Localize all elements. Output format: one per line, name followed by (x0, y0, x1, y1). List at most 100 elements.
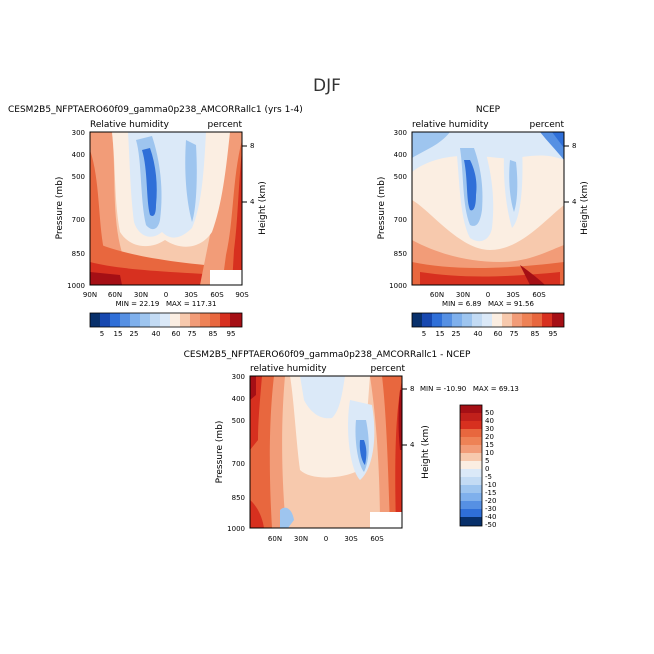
y-tick-500: 500 (72, 173, 85, 181)
y-tick-400: 400 (72, 151, 85, 159)
cbar1-label-25: 25 (130, 330, 139, 338)
page-title: DJF (313, 76, 341, 96)
ncep-y-tick-300: 300 (394, 129, 407, 137)
panel-ncep-colorbar: 5 15 25 40 60 75 85 95 (411, 312, 565, 338)
panel-ncep-ylabel: Pressure (mb) (377, 177, 387, 240)
panel-model-ylabel: Pressure (mb) (55, 177, 65, 240)
cbar1-label-95: 95 (227, 330, 236, 338)
x-tick-0: 0 (164, 291, 168, 299)
cbar3-label-m15: -15 (485, 489, 496, 497)
diff-x-tick-0: 0 (324, 535, 328, 543)
panel-model-x-axis: 90N 60N 30N 0 30S 60S 90S (83, 291, 249, 299)
y-tick-1000: 1000 (67, 282, 85, 290)
cbar2-label-75: 75 (510, 330, 519, 338)
ncep-x-tick-60s: 60S (532, 291, 546, 299)
cbar2-label-25: 25 (452, 330, 461, 338)
diff-height-tick-8: 8 (410, 385, 414, 393)
cbar1-label-60: 60 (172, 330, 181, 338)
cbar3-label-m20: -20 (485, 497, 496, 505)
cbar3-label-10: 10 (485, 449, 494, 457)
cbar1-label-15: 15 (114, 330, 123, 338)
panel-ncep-variable: relative humidity (412, 120, 489, 130)
panel-ncep-ylabel-right: Height (km) (580, 181, 590, 235)
ncep-y-tick-700: 700 (394, 216, 407, 224)
cbar3-label-40: 40 (485, 417, 494, 425)
panel-model: CESM2B5_NFPTAERO60f09_gamma0p238_AMCORRa… (8, 105, 303, 338)
ncep-height-tick-4: 4 (572, 198, 577, 206)
ncep-x-tick-30n: 30N (456, 291, 470, 299)
y-tick-850: 850 (72, 250, 85, 258)
diff-y-tick-300: 300 (232, 373, 245, 381)
cbar3-label-20: 20 (485, 433, 494, 441)
ncep-y-tick-1000: 1000 (389, 282, 407, 290)
y-tick-300: 300 (72, 129, 85, 137)
cbar3-label-30: 30 (485, 425, 494, 433)
panel-diff: CESM2B5_NFPTAERO60f09_gamma0p238_AMCORRa… (184, 350, 519, 543)
panel-diff-title: CESM2B5_NFPTAERO60f09_gamma0p238_AMCORRa… (184, 350, 471, 360)
cbar2-label-60: 60 (494, 330, 503, 338)
height-tick-4: 4 (250, 198, 255, 206)
cbar3-label-m50: -50 (485, 521, 496, 529)
ncep-x-tick-0: 0 (486, 291, 490, 299)
cbar2-label-15: 15 (436, 330, 445, 338)
cbar3-label-m5: -5 (485, 473, 492, 481)
ncep-y-tick-500: 500 (394, 173, 407, 181)
diff-height-tick-4: 4 (410, 441, 415, 449)
diff-y-tick-700: 700 (232, 460, 245, 468)
diff-y-tick-400: 400 (232, 395, 245, 403)
diff-x-tick-30s: 30S (344, 535, 358, 543)
cbar3-label-50: 50 (485, 409, 494, 417)
panel-model-field (90, 132, 242, 285)
panel-ncep-field (412, 132, 564, 285)
panel-model-y-axis: 300 400 500 700 850 1000 (67, 129, 85, 290)
panel-diff-stats: MIN = -10.90 MAX = 69.13 (420, 385, 519, 393)
panel-diff-ylabel-right: Height (km) (421, 425, 431, 479)
panel-ncep-stats: MIN = 6.89 MAX = 91.56 (442, 300, 534, 308)
cbar3-label-15: 15 (485, 441, 494, 449)
diff-y-tick-850: 850 (232, 494, 245, 502)
cbar2-label-40: 40 (474, 330, 483, 338)
ncep-y-tick-850: 850 (394, 250, 407, 258)
panel-diff-units: percent (371, 364, 406, 374)
cbar3-label-m30: -30 (485, 505, 496, 513)
x-tick-30s: 30S (184, 291, 198, 299)
panel-ncep-title: NCEP (476, 105, 501, 115)
panel-model-stats: MIN = 22.19 MAX = 117.31 (116, 300, 217, 308)
x-tick-90n: 90N (83, 291, 97, 299)
ncep-height-tick-8: 8 (572, 142, 576, 150)
diff-y-tick-500: 500 (232, 417, 245, 425)
panel-model-title: CESM2B5_NFPTAERO60f09_gamma0p238_AMCORRa… (8, 105, 303, 115)
panel-model-units: percent (208, 120, 243, 130)
cbar1-label-75: 75 (188, 330, 197, 338)
panel-diff-variable: relative humidity (250, 364, 327, 374)
panel-model-colorbar: 5 15 25 40 60 75 85 95 (89, 312, 243, 338)
panel-diff-colorbar: 50 40 30 20 15 10 5 0 -5 -10 -15 -20 -30… (459, 404, 496, 529)
panel-ncep-units: percent (530, 120, 565, 130)
x-tick-60n: 60N (108, 291, 122, 299)
y-tick-700: 700 (72, 216, 85, 224)
ncep-x-tick-60n: 60N (430, 291, 444, 299)
ncep-x-tick-30s: 30S (506, 291, 520, 299)
panel-diff-field (250, 376, 402, 528)
diff-x-tick-60s: 60S (370, 535, 384, 543)
panel-ncep: NCEP relative humidity percent 300 400 5 (377, 105, 590, 338)
height-tick-8: 8 (250, 142, 254, 150)
panel-model-ylabel-right: Height (km) (258, 181, 268, 235)
cbar3-label-m40: -40 (485, 513, 496, 521)
cbar2-label-95: 95 (549, 330, 558, 338)
diff-x-tick-60n: 60N (268, 535, 282, 543)
diff-x-tick-30n: 30N (294, 535, 308, 543)
x-tick-30n: 30N (134, 291, 148, 299)
cbar1-label-40: 40 (152, 330, 161, 338)
panel-model-variable: Relative humidity (90, 120, 170, 130)
cbar3-label-5: 5 (485, 457, 489, 465)
diff-y-tick-1000: 1000 (227, 525, 245, 533)
x-tick-90s: 90S (235, 291, 249, 299)
ncep-y-tick-400: 400 (394, 151, 407, 159)
cbar1-label-5: 5 (100, 330, 104, 338)
cbar3-label-m10: -10 (485, 481, 496, 489)
cbar2-label-5: 5 (422, 330, 426, 338)
cbar1-label-85: 85 (209, 330, 218, 338)
x-tick-60s: 60S (210, 291, 224, 299)
